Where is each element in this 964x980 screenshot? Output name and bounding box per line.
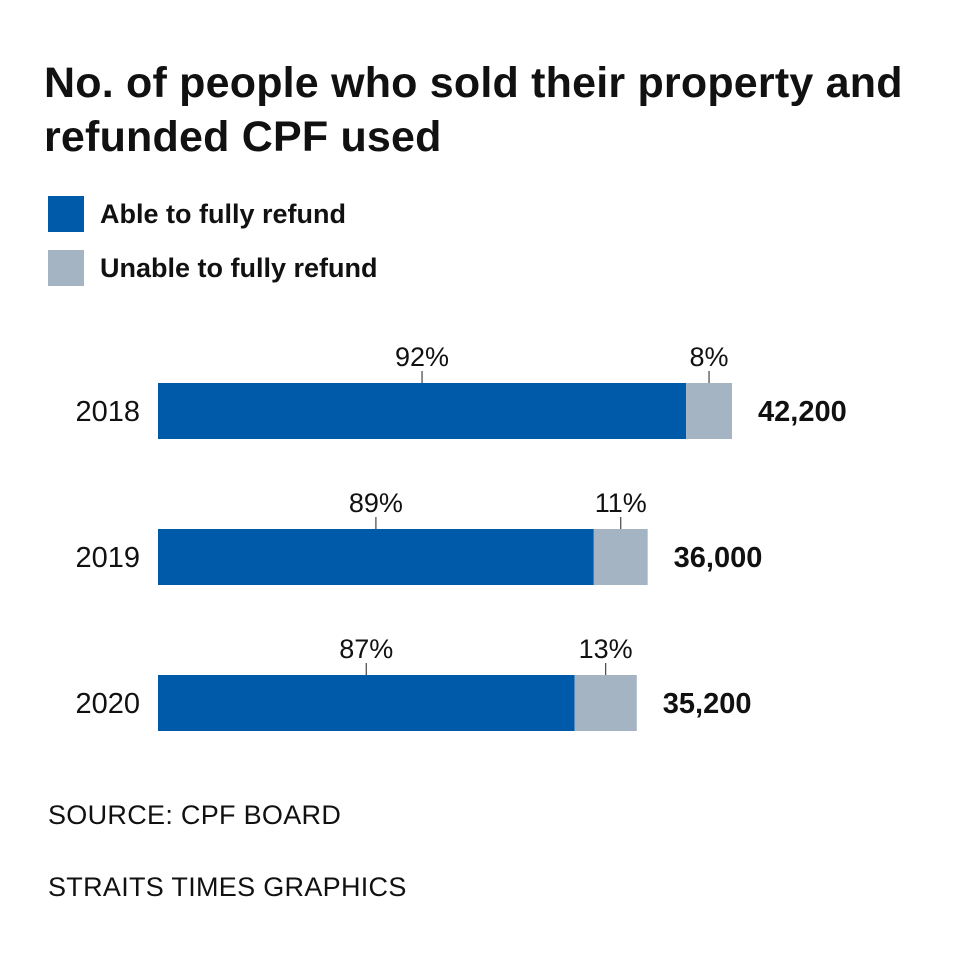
bar-segment-2018-able: [158, 383, 687, 439]
legend: Able to fully refund Unable to fully ref…: [48, 196, 378, 304]
bar-segment-2018-unable: [686, 383, 732, 439]
year-label-2018: 2018: [75, 396, 140, 428]
graphics-credit: STRAITS TIMES GRAPHICS: [48, 872, 407, 902]
total-label-2018: 42,200: [758, 396, 847, 428]
legend-item-unable: Unable to fully refund: [48, 250, 378, 286]
legend-swatch-able: [48, 196, 84, 232]
bar-segment-2020-able: [158, 675, 575, 731]
pct-label-2019-unable: 11%: [595, 488, 647, 518]
total-label-2019: 36,000: [674, 542, 763, 574]
pct-label-2018-able: 92%: [395, 342, 449, 372]
bar-segment-2019-unable: [593, 529, 648, 585]
legend-swatch-unable: [48, 250, 84, 286]
bar-segment-2020-unable: [574, 675, 637, 731]
pct-label-2020-unable: 13%: [579, 634, 633, 664]
total-label-2020: 35,200: [663, 688, 752, 720]
bar-segment-2019-able: [158, 529, 594, 585]
legend-label-able: Able to fully refund: [100, 198, 346, 229]
chart-title: No. of people who sold their property an…: [44, 59, 903, 161]
pct-label-2019-able: 89%: [349, 488, 403, 518]
pct-label-2020-able: 87%: [339, 634, 393, 664]
year-label-2020: 2020: [75, 688, 140, 720]
pct-label-2018-unable: 8%: [690, 342, 729, 372]
stacked-bar-chart: 2018 92% 8% 42,200 2019 89% 11% 36,000 2020 87% 13…: [75, 342, 847, 731]
legend-label-unable: Unable to fully refund: [100, 252, 378, 283]
year-label-2019: 2019: [75, 542, 140, 574]
legend-item-able: Able to fully refund: [48, 196, 378, 232]
source-note: SOURCE: CPF BOARD: [48, 800, 342, 830]
